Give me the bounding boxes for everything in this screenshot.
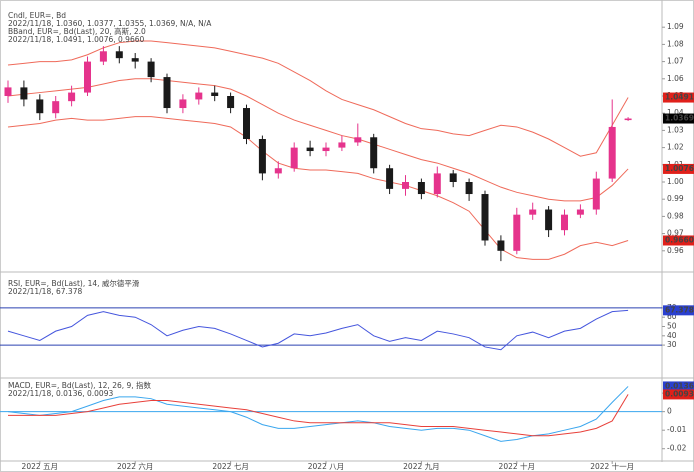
legend-text: 2022/11/18, 1.0491, 1.0076, 0.9660 — [8, 35, 144, 44]
candle-body — [227, 96, 235, 109]
legend-text: RSI, EUR=, Bd(Last), 14, 威尔德平滑 — [8, 278, 140, 288]
candle-body — [608, 126, 616, 179]
value-marker-label: 0.9660 — [665, 235, 694, 244]
candle-body — [131, 58, 139, 62]
band-lower — [7, 116, 629, 260]
x-tick-label: 2022 九月 — [403, 462, 439, 471]
y-tick-label: 1.00 — [667, 177, 684, 186]
legend-text: Cndl, EUR=, Bd — [8, 11, 66, 20]
candle-body — [20, 87, 28, 100]
candle-body — [99, 51, 107, 62]
x-tick-label: 2022 八月 — [308, 462, 344, 471]
candle-body — [370, 137, 378, 169]
candle-body — [481, 194, 489, 241]
value-marker — [663, 92, 694, 103]
legend-text: 2022/11/18, 0.0136, 0.0093 — [8, 389, 113, 398]
y-tick-label: 1.04 — [667, 108, 684, 117]
y-tick-label: 0.96 — [667, 246, 684, 255]
value-marker-label: 0.0136 — [665, 381, 694, 390]
candle-body — [354, 137, 362, 143]
candle-body — [290, 147, 298, 169]
value-marker-label: 1.0076 — [665, 164, 694, 173]
y-tick-label: 1.08 — [667, 39, 684, 48]
candle-body — [545, 209, 553, 231]
candle-body — [243, 108, 250, 139]
value-marker — [663, 113, 694, 124]
value-marker-label: 1.0491 — [665, 93, 694, 102]
candle-body — [84, 61, 91, 93]
candle-body — [36, 99, 44, 114]
candle-body — [115, 51, 123, 59]
candle-body — [322, 147, 330, 152]
candle-body — [624, 118, 632, 121]
candle-body — [386, 168, 394, 189]
candle-body — [513, 214, 521, 251]
value-marker — [663, 163, 694, 174]
value-marker — [663, 381, 694, 392]
candle-body — [433, 173, 441, 195]
candle-body — [147, 61, 155, 78]
y-tick-label: 0.99 — [667, 194, 684, 203]
y-tick-label: 0.97 — [667, 229, 684, 238]
candle-body — [195, 92, 203, 100]
band-middle — [7, 78, 629, 202]
x-tick-label: 2022 十一月 — [590, 461, 634, 471]
y-tick-label: 0 — [667, 407, 672, 416]
y-tick-label: 1.02 — [667, 143, 684, 152]
candle-body — [561, 214, 568, 231]
indicator-line — [7, 386, 629, 442]
candle-body — [402, 182, 409, 189]
y-tick-label: 1.07 — [667, 57, 684, 66]
y-tick-label: 50 — [667, 322, 677, 331]
y-tick-label: 0.98 — [667, 211, 684, 220]
legend-text: MACD, EUR=, Bd(Last), 12, 26, 9, 指数 — [8, 380, 152, 390]
value-marker-label: 0.0093 — [665, 389, 694, 398]
x-tick-label: 2022 六月 — [117, 461, 153, 471]
candle-body — [529, 209, 537, 215]
candle-body — [417, 182, 425, 195]
legend-text: BBand, EUR=, Bd(Last), 20, 高斯, 2.0 — [8, 26, 146, 36]
x-tick-label: 2022 七月 — [212, 462, 248, 471]
y-tick-label: -0.02 — [667, 444, 687, 453]
candle-body — [576, 209, 584, 215]
value-marker-label: 67.378 — [665, 305, 694, 314]
candle-body — [497, 240, 505, 251]
y-tick-label: 60 — [667, 312, 677, 321]
y-tick-label: 30 — [667, 340, 677, 349]
candle-body — [449, 173, 457, 182]
candle-body — [306, 147, 314, 152]
y-tick-label: 1.06 — [667, 74, 684, 83]
candle-body — [274, 168, 282, 174]
candle-body — [592, 178, 600, 210]
indicator-line — [8, 394, 629, 437]
y-tick-label: -0.01 — [667, 425, 687, 434]
value-marker — [663, 235, 694, 246]
x-tick-label: 2022 五月 — [22, 462, 58, 471]
candle-body — [68, 92, 76, 102]
candle-body — [4, 87, 12, 96]
band-upper — [7, 40, 629, 157]
y-tick-label: 1.09 — [667, 22, 684, 31]
candle-body — [258, 139, 266, 174]
legend-text: 2022/11/18, 1.0360, 1.0377, 1.0355, 1.03… — [8, 19, 212, 28]
candle-body — [52, 101, 60, 114]
candle-body — [179, 99, 187, 109]
legend-text: 2022/11/18, 67.378 — [8, 287, 82, 296]
value-marker — [663, 305, 694, 316]
candle-body — [465, 182, 473, 195]
candle-body — [211, 92, 219, 96]
x-tick-label: 2022 十月 — [499, 461, 535, 471]
candle-body — [163, 77, 171, 109]
indicator-line — [7, 309, 629, 351]
value-marker-label: 1.0369 — [665, 114, 694, 123]
y-tick-label: 40 — [667, 331, 677, 340]
candle-body — [338, 142, 346, 148]
value-marker — [663, 389, 694, 400]
y-tick-label: 1.03 — [667, 125, 684, 134]
